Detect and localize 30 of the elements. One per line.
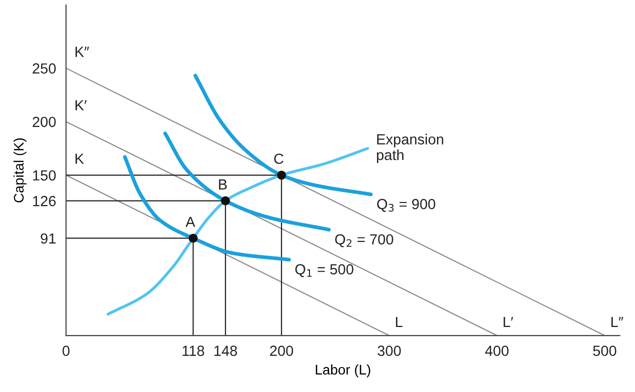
annotation: C bbox=[274, 154, 284, 164]
point bbox=[276, 170, 286, 180]
annotation: K′ bbox=[76, 100, 87, 110]
annotation: L″ bbox=[611, 316, 624, 327]
annotation: L bbox=[396, 316, 402, 327]
x-axis-title: Labor (L) bbox=[316, 364, 370, 378]
x-tick-label: 300 bbox=[378, 346, 401, 356]
x-tick-label: 500 bbox=[593, 346, 616, 356]
annotation: Q$_{1}$ = 500 bbox=[295, 264, 354, 278]
x-tick-label: 200 bbox=[270, 346, 294, 356]
y-tick-label: 200 bbox=[32, 116, 56, 128]
y-tick-label: 150 bbox=[33, 170, 56, 181]
x-tick-label: 148 bbox=[214, 346, 238, 356]
annotation: K bbox=[76, 154, 84, 164]
annotation: K″ bbox=[76, 46, 89, 57]
annotation: L′ bbox=[504, 316, 514, 327]
annotation: Expansion path bbox=[376, 134, 444, 164]
y-tick-label: 126 bbox=[33, 196, 56, 206]
annotation: A bbox=[186, 216, 196, 227]
x-tick-label: 118 bbox=[182, 346, 204, 356]
annotation: Q$_{3}$ = 900 bbox=[377, 198, 436, 212]
y-tick-label: 250 bbox=[32, 63, 56, 74]
y-axis-title: Capital (K) bbox=[13, 138, 26, 202]
annotation: B bbox=[219, 179, 227, 190]
x-tick-label: 0 bbox=[62, 346, 70, 356]
x-tick-label: 400 bbox=[485, 346, 509, 356]
point bbox=[188, 234, 198, 243]
point bbox=[220, 196, 230, 206]
y-tick-label: 91 bbox=[40, 233, 56, 244]
annotation: Q$_{2}$ = 700 bbox=[335, 234, 394, 248]
